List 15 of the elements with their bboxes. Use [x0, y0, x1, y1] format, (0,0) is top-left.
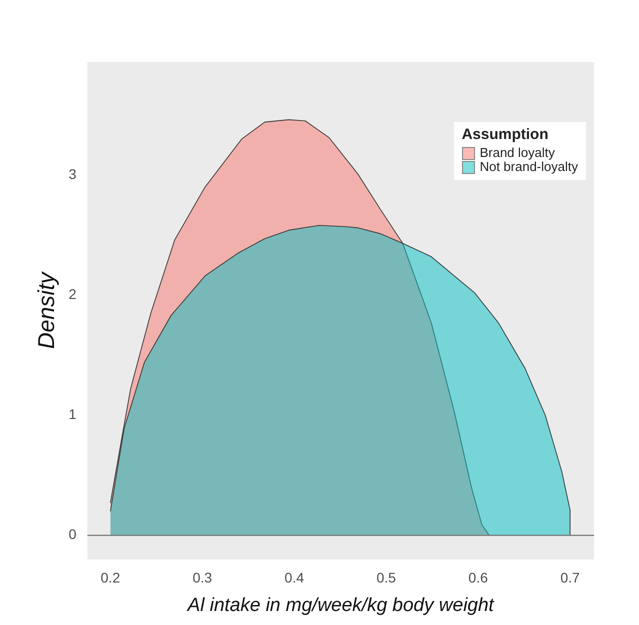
y-tick-label: 1 — [68, 406, 77, 422]
x-axis-title: Al intake in mg/week/kg body weight — [186, 594, 495, 616]
y-axis-title: Density — [33, 270, 60, 350]
legend-label: Not brand-loyalty — [480, 159, 578, 174]
x-tick-label: 0.2 — [100, 570, 120, 586]
x-tick-label: 0.6 — [468, 570, 488, 586]
x-tick-label: 0.4 — [284, 570, 304, 586]
legend-label: Brand loyalty — [480, 145, 555, 160]
x-tick-label: 0.5 — [376, 570, 396, 586]
y-tick-label: 0 — [68, 526, 77, 542]
x-tick-label: 0.3 — [192, 570, 212, 586]
legend-title: Assumption — [462, 126, 550, 143]
x-tick-label: 0.7 — [560, 570, 580, 586]
y-tick-label: 3 — [68, 166, 77, 182]
y-tick-label: 2 — [68, 286, 77, 302]
